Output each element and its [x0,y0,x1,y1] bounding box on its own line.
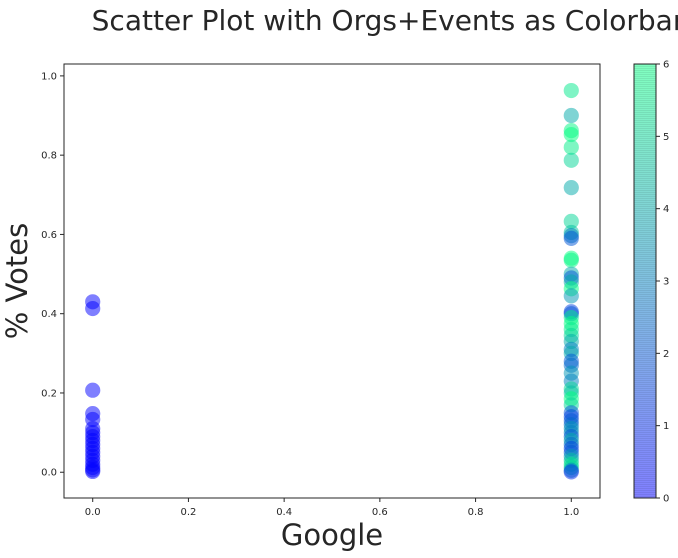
colorbar-tick-label: 4 [663,204,669,215]
data-point [563,152,579,168]
data-point [563,126,579,143]
data-point [563,230,579,246]
y-axis-ticks: 0.0 0.2 0.4 0.6 0.8 1.0 [41,71,64,479]
colorbar-tick-label: 1 [663,421,669,432]
colorbar-tick-label: 6 [663,60,669,71]
y-tick-label: 0.2 [41,388,57,399]
y-tick-label: 0.6 [41,230,57,241]
data-point [563,180,579,196]
y-axis-label: % Votes [0,223,34,339]
chart-title: Scatter Plot with Orgs+Events as Colorba… [92,4,678,37]
y-tick-label: 0.4 [41,309,57,320]
data-point [563,288,579,304]
colorbar-ticks: 0 1 2 3 4 5 6 [656,60,669,505]
x-tick-label: 0.4 [276,507,292,518]
plot-points [85,82,579,480]
data-point [85,463,101,480]
x-axis-ticks: 0.0 0.2 0.4 0.6 0.8 1.0 [85,498,579,518]
colorbar-tick-label: 2 [663,349,669,360]
colorbar-tick-label: 5 [663,132,669,143]
x-tick-label: 0.8 [468,507,484,518]
y-tick-label: 1.0 [41,71,57,82]
x-tick-label: 0.0 [85,507,101,518]
colorbar-tick-label: 0 [663,494,669,505]
x-tick-label: 0.2 [180,507,196,518]
y-tick-label: 0.8 [41,151,57,162]
x-tick-label: 1.0 [563,507,579,518]
colorbar-stripes [634,64,656,498]
x-axis-label: Google [281,518,383,552]
data-point [563,139,579,155]
y-tick-label: 0.0 [41,468,57,479]
data-point [563,213,579,229]
data-point [85,382,101,398]
data-point [563,82,579,99]
colorbar-tick-label: 3 [663,277,669,288]
plot-frame [63,63,601,499]
x-tick-label: 0.6 [372,507,388,518]
data-point [563,107,579,124]
data-point [563,252,579,268]
data-point [563,464,579,480]
data-point [85,300,101,317]
